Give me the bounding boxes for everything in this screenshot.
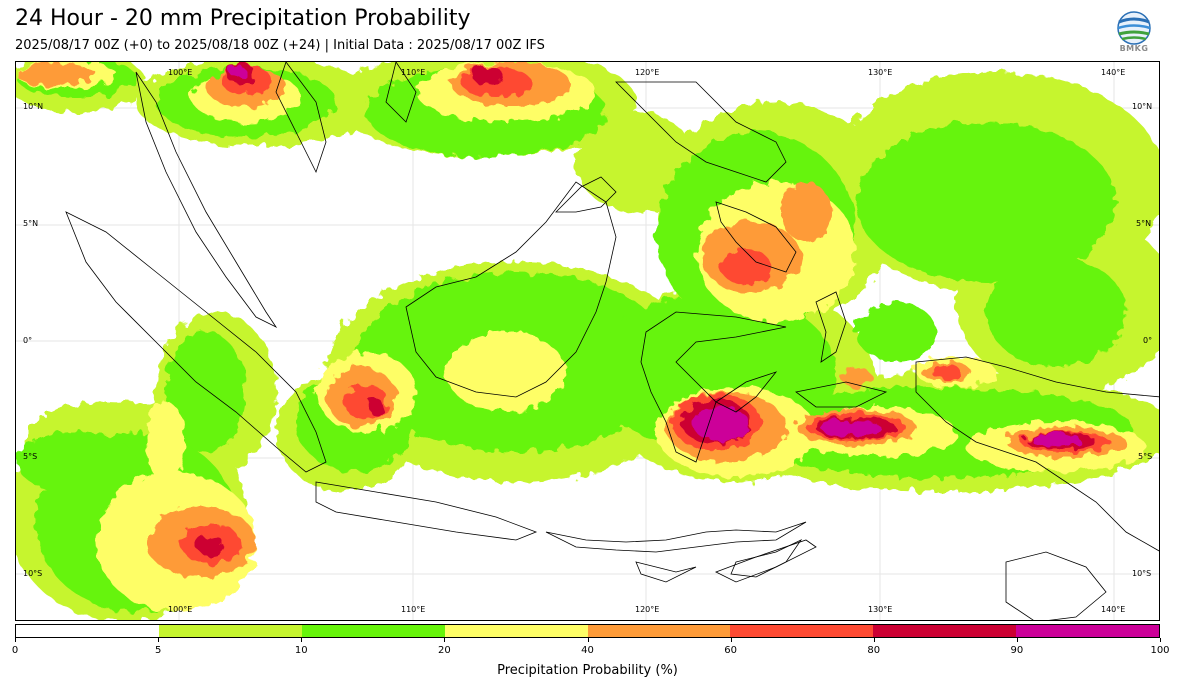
coastlines — [65, 62, 1159, 620]
logo-text: BMKG — [1119, 44, 1149, 53]
colorbar-tick-label: 90 — [997, 638, 1037, 656]
lon-label-bottom: 130°E — [868, 605, 893, 614]
bmkg-globe-logo-icon — [1117, 11, 1151, 45]
precipitation-map: 100°E 110°E 120°E 130°E 140°E 100°E 110°… — [15, 61, 1160, 621]
lon-label-top: 130°E — [868, 68, 893, 77]
chart-subtitle: 2025/08/17 00Z (+0) to 2025/08/18 00Z (+… — [15, 38, 545, 53]
lon-label-bottom: 110°E — [401, 605, 426, 614]
lat-label-left: 5°N — [23, 219, 39, 228]
colorbar-ticks: 0 5 10 20 40 60 80 90 100 — [12, 638, 1170, 660]
chart-title: 24 Hour - 20 mm Precipitation Probabilit… — [15, 6, 471, 31]
lon-label-bottom: 100°E — [168, 605, 193, 614]
lat-label-right: 10°N — [1132, 102, 1153, 111]
colorbar-segment — [873, 625, 1017, 637]
colorbar-tick-label: 20 — [424, 638, 464, 656]
colorbar-segment — [158, 625, 302, 637]
probability-field — [16, 62, 1159, 620]
colorbar-tick-label: 40 — [568, 638, 608, 656]
colorbar-segment — [301, 625, 445, 637]
colorbar-tick-label: 80 — [854, 638, 894, 656]
map-canvas — [16, 62, 1159, 620]
colorbar-segment — [444, 625, 588, 637]
lat-label-left: 5°S — [23, 452, 38, 461]
lon-label-top: 140°E — [1101, 68, 1126, 77]
colorbar-tick-label: 5 — [138, 638, 178, 656]
colorbar-label: Precipitation Probability (%) — [497, 663, 678, 678]
colorbar-tick-label: 10 — [281, 638, 321, 656]
colorbar-segment — [16, 625, 159, 637]
lat-label-right: 10°S — [1132, 569, 1152, 578]
colorbar-segment — [1016, 625, 1159, 637]
lon-label-bottom: 140°E — [1101, 605, 1126, 614]
colorbar-tick-label: 100 — [1140, 638, 1180, 656]
colorbar-tick-label: 60 — [711, 638, 751, 656]
lat-label-right: 5°N — [1136, 219, 1152, 228]
colorbar-tick-label: 0 — [0, 638, 35, 656]
lat-label-left: 0° — [23, 336, 33, 345]
colorbar-segment — [587, 625, 731, 637]
lat-label-left: 10°S — [23, 569, 43, 578]
lat-label-right: 5°S — [1138, 452, 1153, 461]
colorbar-segment — [730, 625, 874, 637]
lon-label-top: 120°E — [635, 68, 660, 77]
lon-label-top: 100°E — [168, 68, 193, 77]
lat-label-left: 10°N — [23, 102, 44, 111]
lon-label-bottom: 120°E — [635, 605, 660, 614]
colorbar — [15, 624, 1160, 638]
lon-label-top: 110°E — [401, 68, 426, 77]
lat-label-right: 0° — [1143, 336, 1153, 345]
